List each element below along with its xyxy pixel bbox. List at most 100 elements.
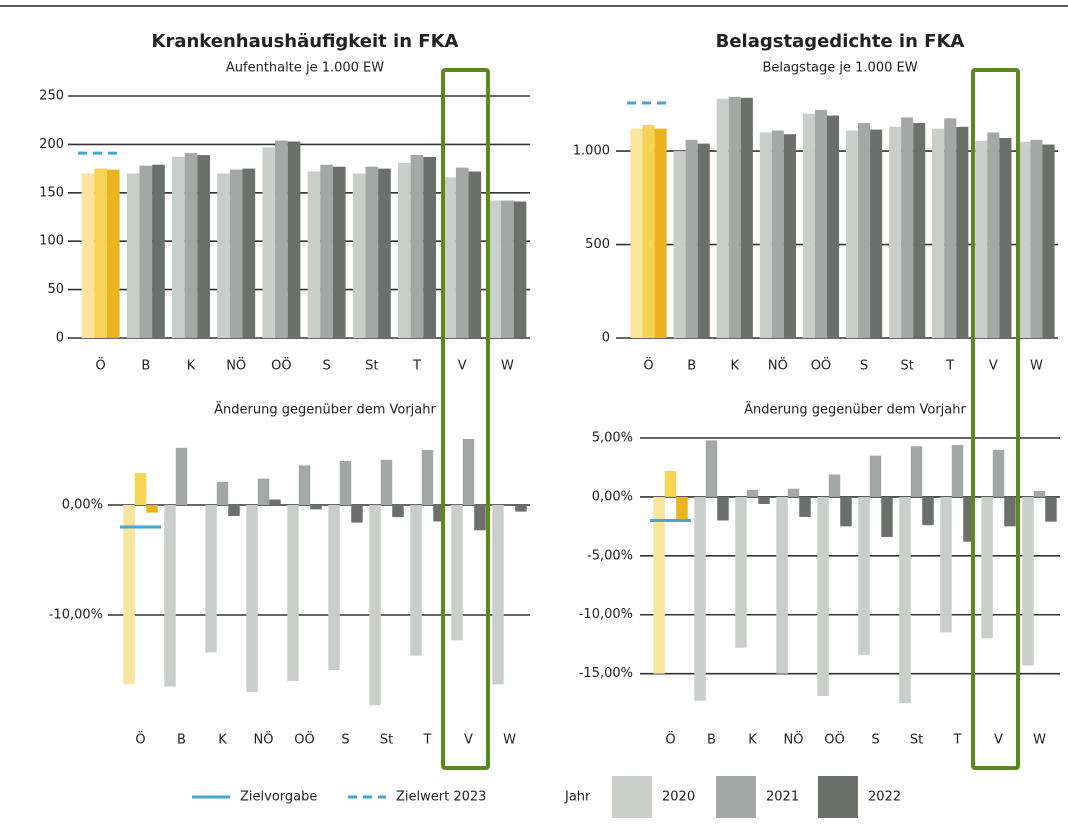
bar [229,169,243,338]
y-tick-label: 0 [56,331,64,346]
chart-title: Krankenhaushäufigkeit in FKA [152,31,459,52]
bar [858,496,870,655]
x-tick-label: V [994,733,1003,748]
bar [275,140,288,338]
bar [228,505,240,516]
x-tick-label: St [910,733,923,748]
chart-title: Änderung gegenüber dem Vorjahr [214,402,436,418]
y-tick-label: 5,00% [592,431,633,446]
bar [474,505,486,531]
y-tick-label: 0 [602,331,610,346]
bar [307,171,321,338]
x-tick-label: Ö [665,731,675,748]
bar [870,129,883,338]
x-tick-label: W [1030,359,1043,374]
bar [869,455,882,497]
bar [492,505,504,685]
bar [152,164,165,338]
x-tick-label: St [900,359,913,374]
x-tick-label: NÖ [784,731,804,748]
x-tick-label: B [707,733,716,748]
bar [369,505,381,706]
y-tick-label: 200 [39,137,64,152]
bar [740,97,753,338]
bar [981,496,993,639]
bar [787,488,800,497]
bar [164,505,176,687]
x-tick-label: W [1033,733,1046,748]
bar [146,505,158,513]
x-tick-label: NÖ [226,357,246,374]
bar [697,143,710,338]
legend-title: Jahr [564,790,591,805]
bar [339,461,352,505]
x-tick-label: NÖ [254,731,274,748]
chart-subtitle: Aufenthalte je 1.000 EW [226,61,384,76]
x-tick-label: V [464,733,473,748]
legend-label: 2020 [662,790,695,805]
bar [717,496,729,521]
bar [956,126,969,339]
bar [922,496,934,526]
bar [676,496,688,521]
x-tick-label: V [458,359,467,374]
bar [987,132,1000,338]
bar [799,496,811,517]
x-tick-label: S [871,733,879,748]
y-tick-label: -10,00% [579,607,633,622]
bar [134,473,147,505]
bar [694,496,706,701]
x-tick-label: OÖ [294,731,314,748]
x-tick-label: NÖ [768,357,788,374]
bar [106,169,120,338]
highlight-box [971,68,1020,770]
bar [81,173,95,338]
bar [802,113,815,338]
bar [410,155,424,338]
bar [468,171,482,338]
bar [716,98,729,338]
bar [673,151,686,338]
bar [175,447,188,505]
charts: Krankenhaushäufigkeit in FKA Aufenthalte … [39,31,1060,748]
legend-label: 2021 [766,790,799,805]
bar [184,153,198,338]
bar [758,496,770,504]
bar [455,167,469,338]
x-tick-label: B [141,359,150,374]
x-tick-label: Ö [135,731,145,748]
x-tick-label: Ö [643,357,653,374]
bar [642,124,655,339]
bar [433,505,445,522]
bar [826,115,840,338]
legend-label: Zielvorgabe [240,790,317,805]
bar [501,200,514,338]
bar [1018,141,1031,338]
x-tick-label: B [687,359,696,374]
bar [783,134,796,338]
x-tick-label: K [748,733,757,748]
bar [365,166,379,338]
legend-label: Zielwert 2023 [396,790,486,805]
bar [332,166,346,338]
bar [889,126,902,339]
bar [94,168,107,338]
legend: Zielvorgabe Zielwert 2023 Jahr 2020 2021 2… [192,776,901,818]
bar [1030,139,1043,338]
bar [735,496,747,648]
bar [999,137,1012,338]
bar [380,459,393,505]
bar [216,481,229,505]
bar [462,439,475,505]
bar [858,123,871,339]
y-tick-label: 1.000 [573,144,610,159]
bar [488,200,502,338]
bar [328,505,340,670]
x-tick-label: B [177,733,186,748]
chart-title: Belagstagedichte in FKA [716,31,965,52]
bar [197,155,210,338]
bar [287,505,299,681]
bar [664,470,677,497]
bar [310,505,322,510]
bar [320,164,333,338]
